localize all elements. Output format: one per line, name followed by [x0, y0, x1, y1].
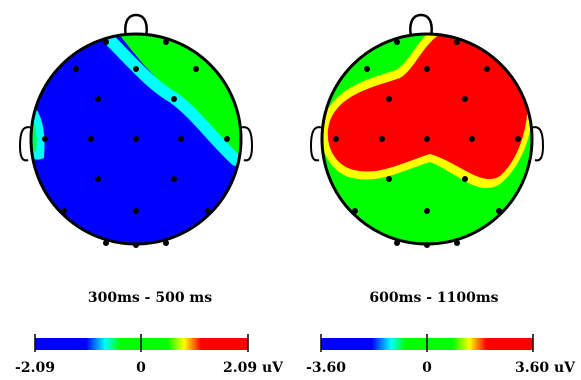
- electrode-icon: [469, 136, 475, 142]
- ear-icon: [18, 126, 33, 162]
- electrode-icon: [386, 176, 392, 182]
- electrode-icon: [95, 176, 101, 182]
- electrode-icon: [454, 39, 460, 45]
- electrode-array: [42, 39, 230, 248]
- electrode-icon: [386, 96, 392, 102]
- electrode-icon: [454, 240, 460, 246]
- electrode-icon: [394, 39, 400, 45]
- electrode-icon: [163, 240, 169, 246]
- electrode-icon: [133, 208, 139, 214]
- ear-icon: [309, 126, 324, 162]
- ear-icon: [530, 126, 545, 162]
- electrode-icon: [394, 240, 400, 246]
- electrode-icon: [42, 136, 48, 142]
- scale-max-label: 3.60 uV: [515, 360, 576, 376]
- electrode-icon: [171, 96, 177, 102]
- electrode-icon: [163, 39, 169, 45]
- electrode-icon: [462, 96, 468, 102]
- electrode-icon: [133, 66, 139, 72]
- electrode-icon: [193, 66, 199, 72]
- electrode-icon: [103, 240, 109, 246]
- electrode-icon: [462, 176, 468, 182]
- electrode-icon: [424, 136, 430, 142]
- electrode-icon: [424, 242, 430, 248]
- color-scale-left: -2.09 0 2.09 uV: [15, 334, 284, 376]
- electrode-array: [333, 39, 521, 248]
- electrode-icon: [171, 176, 177, 182]
- map-right: [309, 13, 545, 248]
- scale-zero-label: 0: [136, 360, 146, 376]
- electrode-icon: [133, 136, 139, 142]
- electrode-icon: [424, 66, 430, 72]
- electrode-icon: [379, 136, 385, 142]
- time-window-label: 300ms - 500 ms: [88, 290, 212, 306]
- potential-field: [322, 34, 532, 244]
- scale-min-label: -3.60: [306, 360, 346, 376]
- color-scale-right: -3.60 0 3.60 uV: [306, 334, 576, 376]
- time-window-label: 600ms - 1100ms: [369, 290, 498, 306]
- electrode-icon: [333, 136, 339, 142]
- electrode-icon: [133, 242, 139, 248]
- ear-icon: [239, 126, 254, 162]
- map-left: [18, 13, 254, 248]
- electrode-icon: [178, 136, 184, 142]
- electrode-icon: [95, 96, 101, 102]
- electrode-icon: [496, 208, 502, 214]
- scale-zero-label: 0: [422, 360, 432, 376]
- electrode-icon: [103, 39, 109, 45]
- electrode-icon: [484, 66, 490, 72]
- electrode-icon: [352, 208, 358, 214]
- electrode-icon: [205, 208, 211, 214]
- electrode-icon: [424, 208, 430, 214]
- electrode-icon: [61, 208, 67, 214]
- electrode-icon: [364, 66, 370, 72]
- electrode-icon: [224, 136, 230, 142]
- electrode-icon: [73, 66, 79, 72]
- scale-min-label: -2.09: [15, 360, 55, 376]
- potential-field: [31, 34, 241, 244]
- scale-max-label: 2.09 uV: [223, 360, 284, 376]
- nose-icon: [124, 13, 148, 37]
- electrode-icon: [515, 136, 521, 142]
- electrode-icon: [88, 136, 94, 142]
- nose-icon: [409, 13, 433, 37]
